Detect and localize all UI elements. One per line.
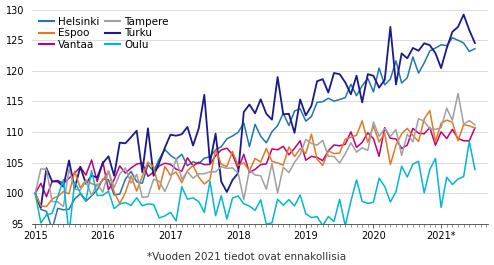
Tampere [359,146,365,149]
Espoo [291,155,297,158]
Tampere [472,123,478,126]
Line: Helsinki: Helsinki [35,38,475,229]
Turku [291,131,297,134]
Turku [218,180,224,183]
Helsinki [156,157,162,161]
Oulu [291,204,297,207]
Helsinki [450,36,455,39]
Vantaa [32,192,38,195]
Espoo [218,163,224,166]
Espoo [472,126,478,129]
Helsinki [32,192,38,195]
Turku [359,101,365,104]
Oulu [359,200,365,203]
Turku [38,206,44,209]
Legend: Helsinki, Espoo, Vantaa, Tampere, Turku, Oulu: Helsinki, Espoo, Vantaa, Tampere, Turku,… [37,15,171,52]
Tampere [145,195,151,198]
Vantaa [43,195,49,198]
Helsinki [212,148,218,151]
Oulu [32,192,38,195]
Line: Espoo: Espoo [35,111,475,207]
Oulu [145,202,151,205]
Oulu [212,214,218,217]
Tampere [218,165,224,168]
Text: *Vuoden 2021 tiedot ovat ennakollisia: *Vuoden 2021 tiedot ovat ennakollisia [147,252,347,262]
Espoo [156,188,162,191]
Vantaa [218,148,224,152]
Tampere [60,205,66,208]
Tampere [291,161,297,164]
Line: Turku: Turku [35,15,475,207]
Turku [156,161,162,164]
Oulu [156,216,162,219]
Oulu [466,140,472,143]
Helsinki [218,145,224,148]
Vantaa [145,175,151,178]
Vantaa [212,154,218,157]
Espoo [359,119,365,122]
Espoo [32,192,38,195]
Espoo [43,205,49,208]
Vantaa [427,126,433,129]
Line: Tampere: Tampere [35,94,475,207]
Tampere [455,92,461,95]
Line: Vantaa: Vantaa [35,127,475,197]
Helsinki [359,84,365,87]
Turku [212,132,218,135]
Oulu [472,168,478,171]
Oulu [66,232,72,236]
Oulu [218,194,224,197]
Turku [145,127,151,130]
Vantaa [359,141,365,144]
Line: Oulu: Oulu [35,141,475,234]
Turku [32,192,38,195]
Tampere [156,180,162,183]
Tampere [32,192,38,195]
Helsinki [49,228,55,231]
Espoo [212,148,218,151]
Vantaa [472,126,478,130]
Espoo [145,160,151,164]
Espoo [427,109,433,112]
Helsinki [145,163,151,166]
Vantaa [291,147,297,150]
Turku [472,41,478,45]
Helsinki [291,109,297,113]
Tampere [212,170,218,174]
Vantaa [156,164,162,167]
Turku [461,13,467,16]
Helsinki [472,47,478,50]
